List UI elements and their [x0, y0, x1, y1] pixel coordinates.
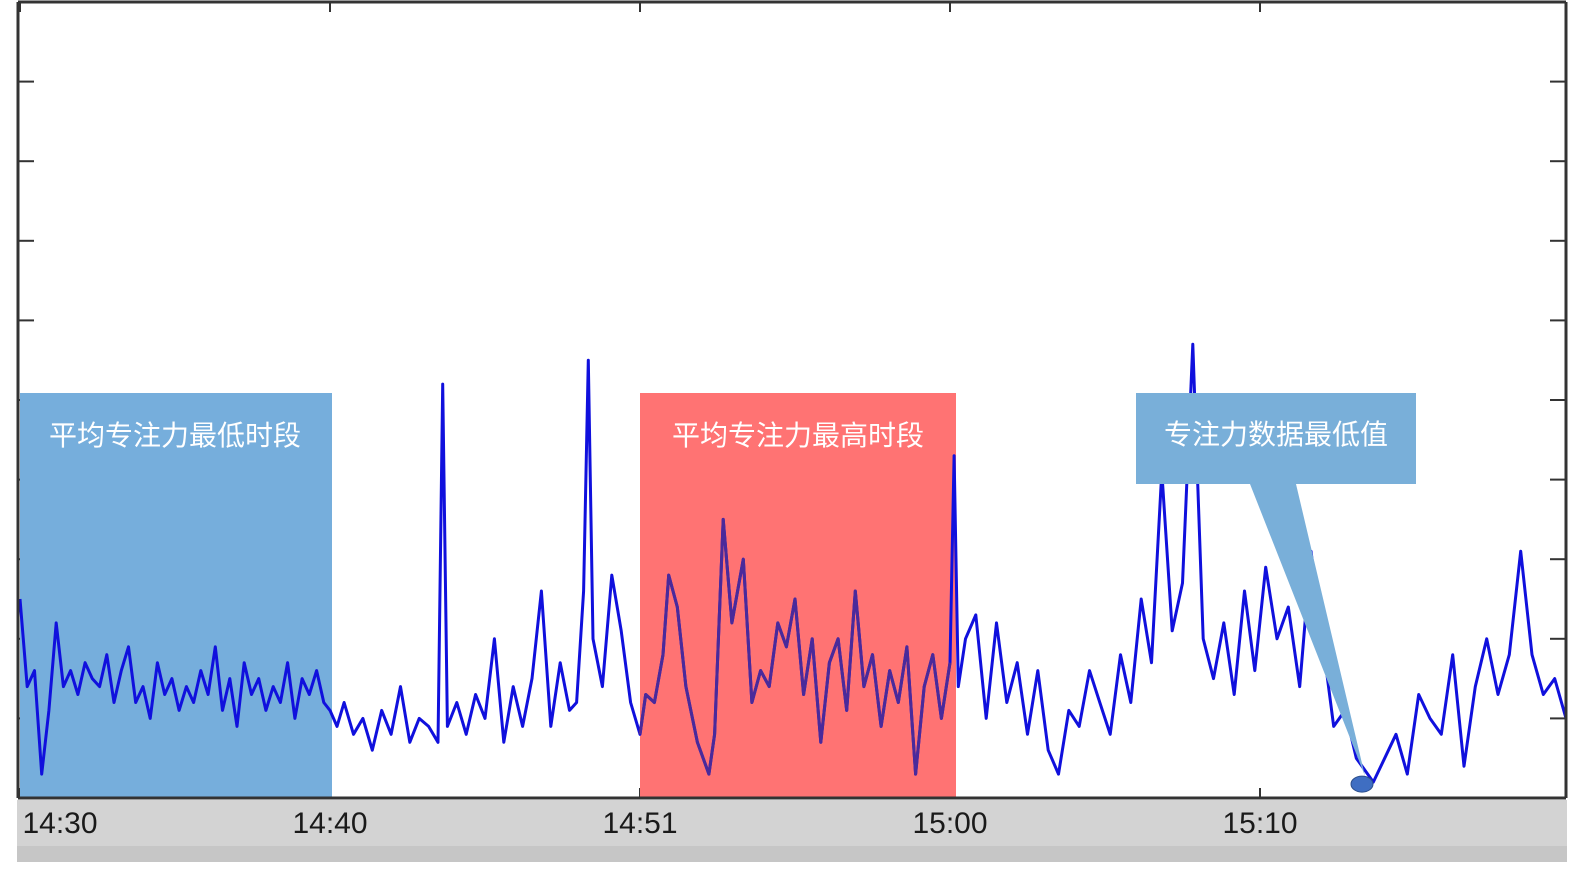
- highlight-region-2: [640, 393, 956, 798]
- callout-bubble: [1136, 393, 1416, 777]
- x-tick-label: 15:10: [1222, 807, 1297, 840]
- x-tick-label: 15:00: [912, 807, 987, 840]
- callout-label: 专注力数据最低值: [1164, 418, 1388, 451]
- x-tick-labels: 14:30 14:40 14:51 15:00 15:10: [22, 807, 1297, 840]
- highlight-regions: [20, 393, 956, 798]
- x-tick-label: 14:51: [602, 807, 677, 840]
- min-value-marker: [1350, 775, 1374, 793]
- x-tick-label: 14:30: [22, 807, 97, 840]
- axes: [16, 0, 1568, 800]
- highlight-region-label-2: 平均专注力最高时段: [672, 419, 924, 452]
- highlight-region-line-overlay: [638, 517, 952, 776]
- min-value-callout: 专注力数据最低值: [1136, 393, 1416, 793]
- x-tick-label: 14:40: [292, 807, 367, 840]
- highlight-region-label-1: 平均专注力最低时段: [49, 419, 301, 452]
- highlight-region-labels: 平均专注力最低时段 平均专注力最高时段: [49, 419, 924, 452]
- x-axis-band-strip: [17, 846, 1567, 862]
- highlight-region-1: [20, 393, 332, 798]
